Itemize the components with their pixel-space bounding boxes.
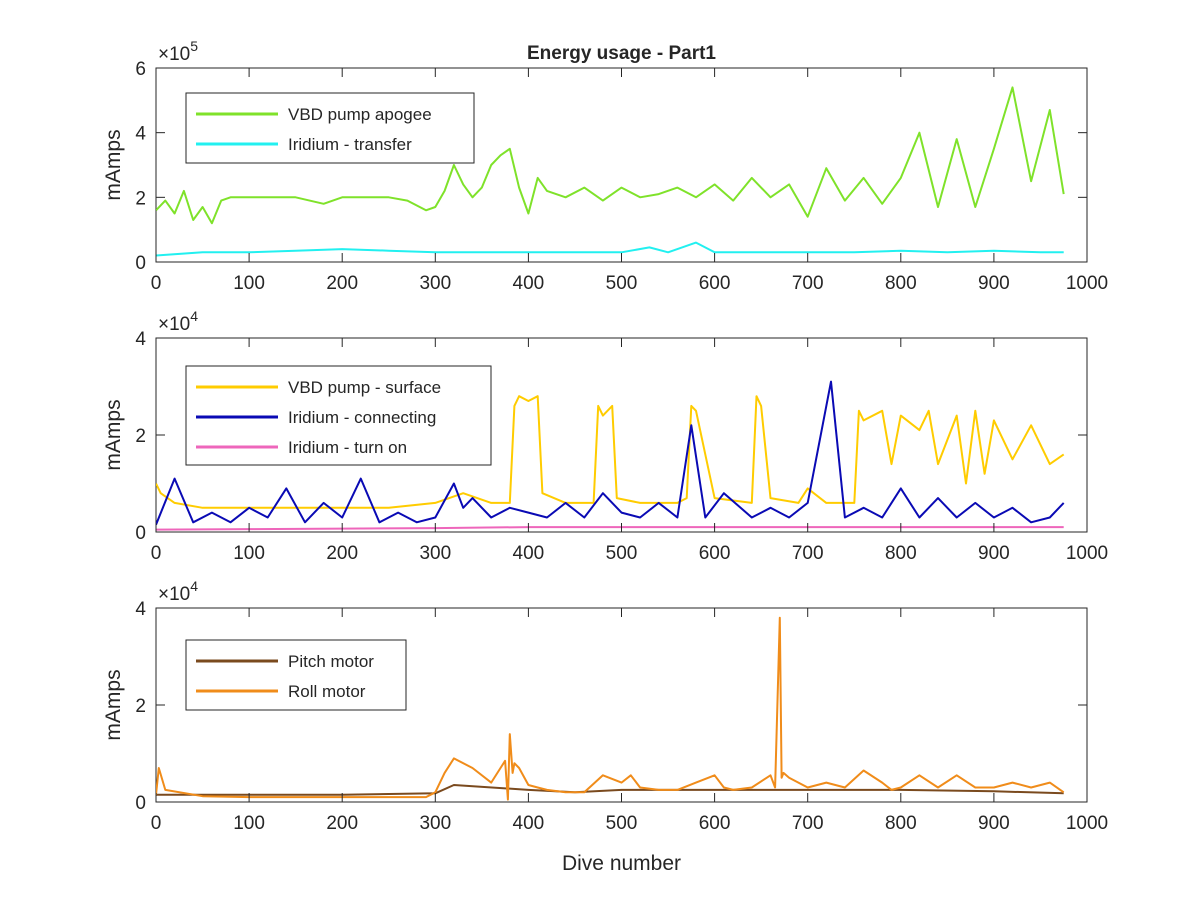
x-axis-label: Dive number [562, 852, 681, 875]
x-tick-label: 1000 [1066, 273, 1108, 294]
legend-label-iridium-connecting: Iridium - connecting [288, 408, 436, 427]
y-tick-label: 0 [135, 253, 146, 274]
exponent-base: ×10 [158, 44, 190, 65]
y-tick-label: 4 [135, 124, 146, 145]
legend-label-pitch-motor: Pitch motor [288, 652, 374, 671]
x-tick-label: 100 [233, 813, 265, 834]
x-tick-label: 900 [978, 273, 1010, 294]
y-tick-label: 4 [135, 599, 146, 620]
x-tick-label: 800 [885, 543, 917, 564]
legend: VBD pump apogee Iridium - transfer [185, 92, 475, 164]
legend-label-roll-motor: Roll motor [288, 682, 366, 701]
x-tick-label: 0 [151, 273, 162, 294]
y-axis-exponent: ×104 [158, 578, 198, 605]
x-tick-label: 600 [699, 813, 731, 834]
y-axis-label: mAmps [102, 129, 125, 200]
x-tick-label: 500 [606, 273, 638, 294]
x-tick-label: 0 [151, 813, 162, 834]
x-tick-label: 600 [699, 273, 731, 294]
exponent-power: 4 [190, 308, 198, 324]
legend-label-vbd-pump-surface: VBD pump - surface [288, 378, 441, 397]
series-line-iridium-transfer [156, 241, 1064, 257]
y-tick-label: 2 [135, 696, 146, 717]
x-tick-label: 400 [513, 543, 545, 564]
chart-title: Energy usage - Part1 [527, 43, 716, 64]
chart-panel-1: 0 100 200 300 400 500 600 700 800 900 1000 0 2 4 6 ×105… [102, 38, 1108, 294]
y-axis-exponent: ×104 [158, 308, 198, 335]
x-tick-label: 200 [326, 813, 358, 834]
x-tick-label: 200 [326, 273, 358, 294]
x-tick-label: 900 [978, 543, 1010, 564]
x-tick-label: 700 [792, 813, 824, 834]
x-tick-label: 500 [606, 813, 638, 834]
x-tick-label: 500 [606, 543, 638, 564]
series-line-roll-motor [156, 616, 1065, 801]
panels: 0 100 200 300 400 500 600 700 800 900 10000246×105… [102, 38, 1108, 875]
legend: VBD pump - surface Iridium - connecting Ir… [185, 365, 492, 466]
x-tick-label: 400 [513, 273, 545, 294]
x-tick-label: 100 [233, 543, 265, 564]
y-tick-label: 2 [135, 188, 146, 209]
y-axis-label: mAmps [102, 399, 125, 470]
exponent-power: 4 [190, 578, 198, 594]
y-axis-exponent: ×105 [158, 38, 198, 65]
legend-label-vbd-pump-apogee: VBD pump apogee [288, 105, 432, 124]
legend-label-iridium-transfer: Iridium - transfer [288, 135, 412, 154]
y-tick-label: 4 [135, 329, 146, 350]
x-tick-label: 100 [233, 273, 265, 294]
x-tick-label: 600 [699, 543, 731, 564]
exponent-power: 5 [190, 38, 198, 54]
exponent-base: ×10 [158, 314, 190, 335]
x-tick-label: 300 [419, 273, 451, 294]
chart-panel-2: 0 100 200 300 400 500 600 700 800 900 1000024×104m… [102, 308, 1108, 564]
x-tick-label: 300 [419, 813, 451, 834]
x-tick-label: 400 [513, 813, 545, 834]
y-tick-label: 2 [135, 426, 146, 447]
x-tick-label: 700 [792, 543, 824, 564]
y-tick-label: 0 [135, 523, 146, 544]
legend-label-iridium-turn-on: Iridium - turn on [288, 438, 407, 457]
legend-box [185, 92, 475, 164]
x-tick-label: 1000 [1066, 813, 1108, 834]
series-line-vbd-pump-apogee [156, 86, 1065, 225]
x-tick-label: 700 [792, 273, 824, 294]
x-tick-label: 900 [978, 813, 1010, 834]
y-axis-label: mAmps [102, 669, 125, 740]
y-tick-label: 0 [135, 793, 146, 814]
series-line-iridium-connecting [156, 380, 1065, 526]
series-group [156, 86, 1065, 257]
chart-panel-3: 0 100 200 300 400 500 600 700 800 900 1000024×104m… [102, 578, 1108, 875]
exponent-base: ×10 [158, 584, 190, 605]
x-tick-label: 1000 [1066, 543, 1108, 564]
x-tick-label: 300 [419, 543, 451, 564]
legend: Pitch motor Roll motor [185, 639, 407, 711]
legend-box [185, 639, 407, 711]
x-tick-label: 800 [885, 813, 917, 834]
x-tick-label: 0 [151, 543, 162, 564]
x-tick-label: 200 [326, 543, 358, 564]
y-tick-label: 6 [135, 59, 146, 80]
x-tick-label: 800 [885, 273, 917, 294]
